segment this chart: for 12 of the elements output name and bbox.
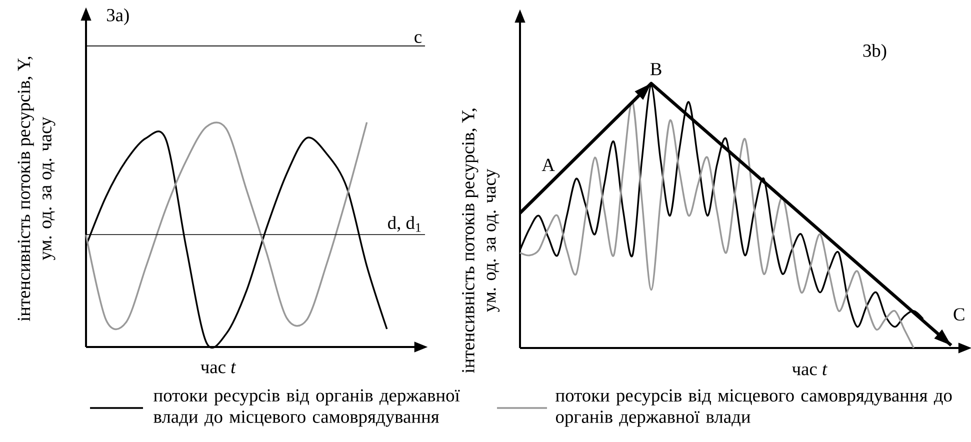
chart-title: 3a) — [107, 8, 129, 26]
ref-line-label: d, d$_{1}$ — [388, 216, 421, 232]
x-axis-title: час t — [792, 364, 828, 376]
annotation: A — [542, 158, 555, 171]
chart-title: 3b) — [863, 44, 886, 61]
x-axis-title: час t — [200, 362, 236, 374]
ref-line-label: c — [414, 34, 422, 44]
legend-label: потоки ресурсів від органів державної влади до місцевого самоврядування — [154, 389, 460, 427]
legend-label: потоки ресурсів від місцевого самоврядування до органів державної влади — [556, 389, 952, 427]
y-axis-title: інтенсивність потоків ресурсів, Y, ум. од. за од. часу — [18, 56, 56, 322]
text: B — [650, 63, 662, 76]
annotation: C — [954, 308, 964, 321]
